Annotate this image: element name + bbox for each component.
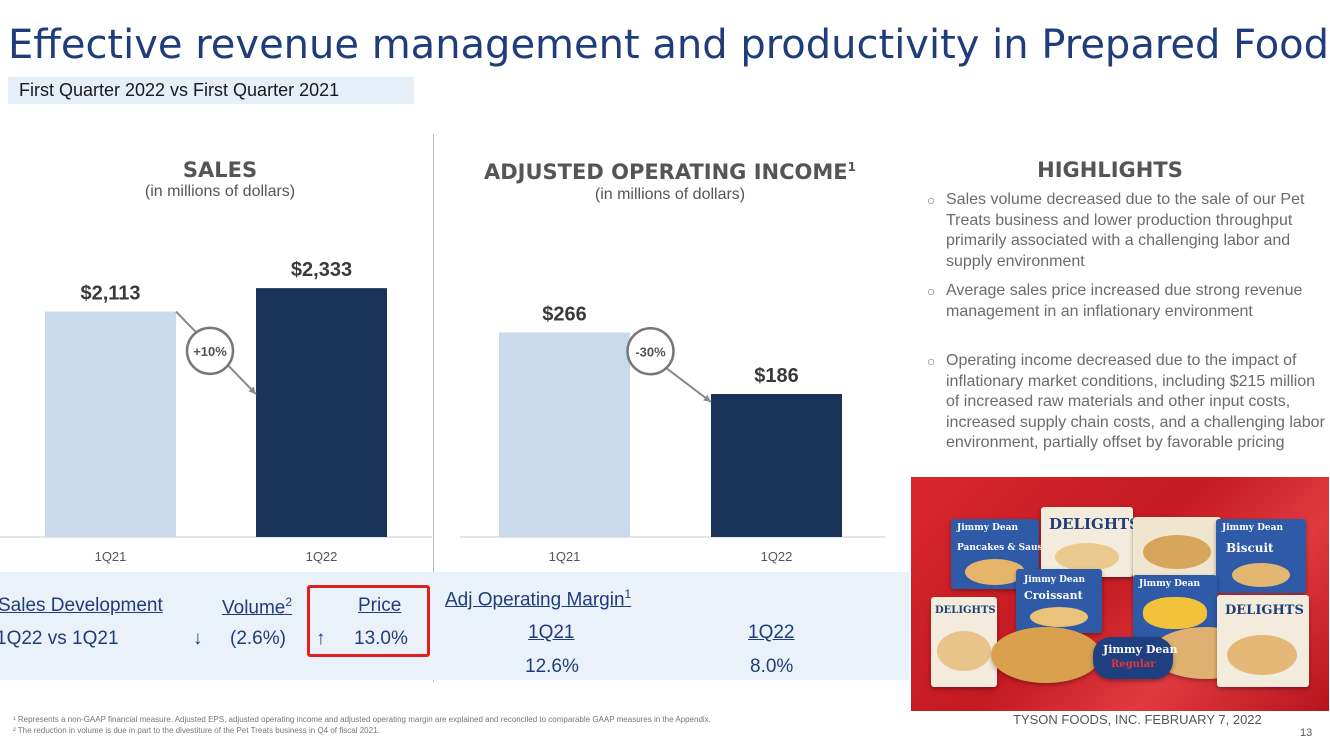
highlight-text-2: Average sales price increased due strong…: [946, 282, 1303, 320]
package-brand-label: DELIGHTS: [1049, 515, 1140, 533]
food-image: [1055, 543, 1119, 571]
price-heading: Price: [358, 595, 402, 616]
aoi-value-label: $266: [542, 304, 587, 326]
aoi-bar-1Q21: [499, 332, 630, 537]
food-image: [1143, 535, 1211, 569]
bullet-icon: ○: [927, 353, 936, 369]
product-photo: Jimmy Dean Pancakes & Sausage DELIGHTS J…: [911, 477, 1329, 711]
sales-value-label: $2,333: [291, 259, 352, 281]
sales-change-circle: [185, 326, 235, 376]
product-package: Jimmy Dean Biscuit: [1216, 519, 1306, 593]
metrics-band: [0, 572, 909, 680]
highlight-item-3: ○ Operating income decreased due to the …: [927, 351, 1327, 454]
page-title: Effective revenue management and product…: [8, 22, 1330, 68]
food-image: [1143, 597, 1207, 629]
footnote-1: ¹ Represents a non-GAAP financial measur…: [13, 715, 711, 724]
aoi-subheading: (in millions of dollars): [594, 186, 746, 203]
aoi-heading-text: ADJUSTED OPERATING INCOME: [484, 160, 848, 184]
product-package: [1133, 517, 1221, 581]
aoi-heading-sup: 1: [847, 160, 856, 174]
highlights-heading: HIGHLIGHTS: [1037, 158, 1183, 182]
sales-category-label: 1Q22: [306, 549, 338, 564]
highlight-item-1: ○ Sales volume decreased due to the sale…: [927, 190, 1329, 272]
sales-value-label: $2,113: [80, 283, 140, 305]
aoi-heading: ADJUSTED OPERATING INCOME1: [470, 160, 870, 184]
package-brand-label: Jimmy Dean: [957, 523, 1018, 533]
food-image: [1232, 563, 1290, 587]
food-image: [937, 631, 991, 671]
aoi-change-label: -30%: [635, 344, 666, 359]
aoi-category-label: 1Q22: [761, 549, 793, 564]
sales-bar-1Q21: [45, 311, 176, 537]
page-number: 13: [1300, 727, 1313, 739]
aoi-arrowhead-icon: [703, 394, 711, 403]
margin-col1-value: 12.6%: [525, 656, 579, 677]
volume-label: Volume: [222, 597, 286, 619]
package-product-label: Croissant: [1024, 589, 1083, 602]
subtitle-band: [8, 77, 414, 104]
package-brand-label: Jimmy Dean: [1103, 643, 1178, 656]
sales-arrowhead-icon: [248, 386, 256, 395]
company-footer: TYSON FOODS, INC. FEBRUARY 7, 2022: [1013, 712, 1262, 727]
sales-category-label: 1Q21: [95, 549, 127, 564]
volume-sup: 2: [285, 595, 293, 609]
sales-bar-1Q22: [256, 288, 387, 537]
volume-value: (2.6%): [230, 628, 286, 649]
product-package: DELIGHTS: [1041, 507, 1140, 577]
sausage-roll-package: Jimmy Dean Regular: [1093, 637, 1178, 679]
margin-col2-value: 8.0%: [750, 656, 794, 677]
package-brand-label: Jimmy Dean: [1222, 523, 1283, 533]
product-package: Jimmy Dean Croissant: [1016, 569, 1102, 633]
sales-heading: SALES: [182, 158, 258, 182]
sales-subheading: (in millions of dollars): [144, 183, 296, 200]
price-value: 13.0%: [354, 628, 408, 649]
package-product-label: Biscuit: [1226, 541, 1274, 555]
price-highlight-box: [307, 585, 430, 657]
package-brand-label: Jimmy Dean: [1139, 579, 1200, 589]
margin-col2-label: 1Q22: [748, 622, 795, 643]
sales-change-label: +10%: [193, 344, 227, 359]
margin-col1-label: 1Q21: [528, 622, 575, 643]
food-image: [1030, 607, 1088, 627]
food-image: [965, 559, 1025, 585]
panel-divider-left: [433, 134, 434, 682]
product-package: DELIGHTS: [931, 597, 997, 687]
bullet-icon: ○: [927, 192, 936, 208]
bullet-icon: ○: [927, 283, 936, 299]
sales-development-heading: Sales Development: [0, 595, 163, 616]
sales-chart: $2,113 1Q21 $2,333 1Q22 +10%: [0, 259, 432, 564]
page-subtitle: First Quarter 2022 vs First Quarter 2021: [19, 80, 340, 100]
margin-heading-text: Adj Operating Margin: [445, 589, 625, 611]
croissant-sandwich-image: [991, 627, 1101, 683]
highlight-text-3: Operating income decreased due to the im…: [946, 352, 1325, 451]
package-brand-label: DELIGHTS: [935, 605, 996, 616]
food-image: [1227, 635, 1297, 675]
volume-down-arrow-icon: ↓: [193, 628, 203, 649]
margin-heading-sup: 1: [624, 587, 632, 601]
aoi-category-label: 1Q21: [549, 549, 581, 564]
footnote-2: ² The reduction in volume is due in part…: [13, 726, 380, 735]
highlight-text-1: Sales volume decreased due to the sale o…: [946, 191, 1305, 270]
aoi-bar-1Q22: [711, 394, 842, 537]
package-brand-label: DELIGHTS: [1225, 603, 1304, 618]
volume-heading: Volume2: [222, 595, 292, 619]
aoi-value-label: $186: [754, 365, 799, 387]
price-up-arrow-icon: ↑: [316, 628, 326, 649]
product-package: Jimmy Dean: [1133, 575, 1217, 637]
margin-heading: Adj Operating Margin1: [445, 587, 631, 611]
package-product-label: Regular: [1111, 659, 1156, 670]
comparison-row-label: 1Q22 vs 1Q21: [0, 628, 119, 649]
package-brand-label: Jimmy Dean: [1024, 575, 1085, 585]
package-product-label: Pancakes & Sausage: [957, 543, 1061, 553]
aoi-chart: $266 1Q21 $186 1Q22 -30%: [460, 304, 885, 564]
aoi-change-circle: [626, 327, 675, 376]
product-package: DELIGHTS: [1217, 595, 1309, 687]
highlight-item-2: ○ Average sales price increased due stro…: [927, 281, 1307, 322]
